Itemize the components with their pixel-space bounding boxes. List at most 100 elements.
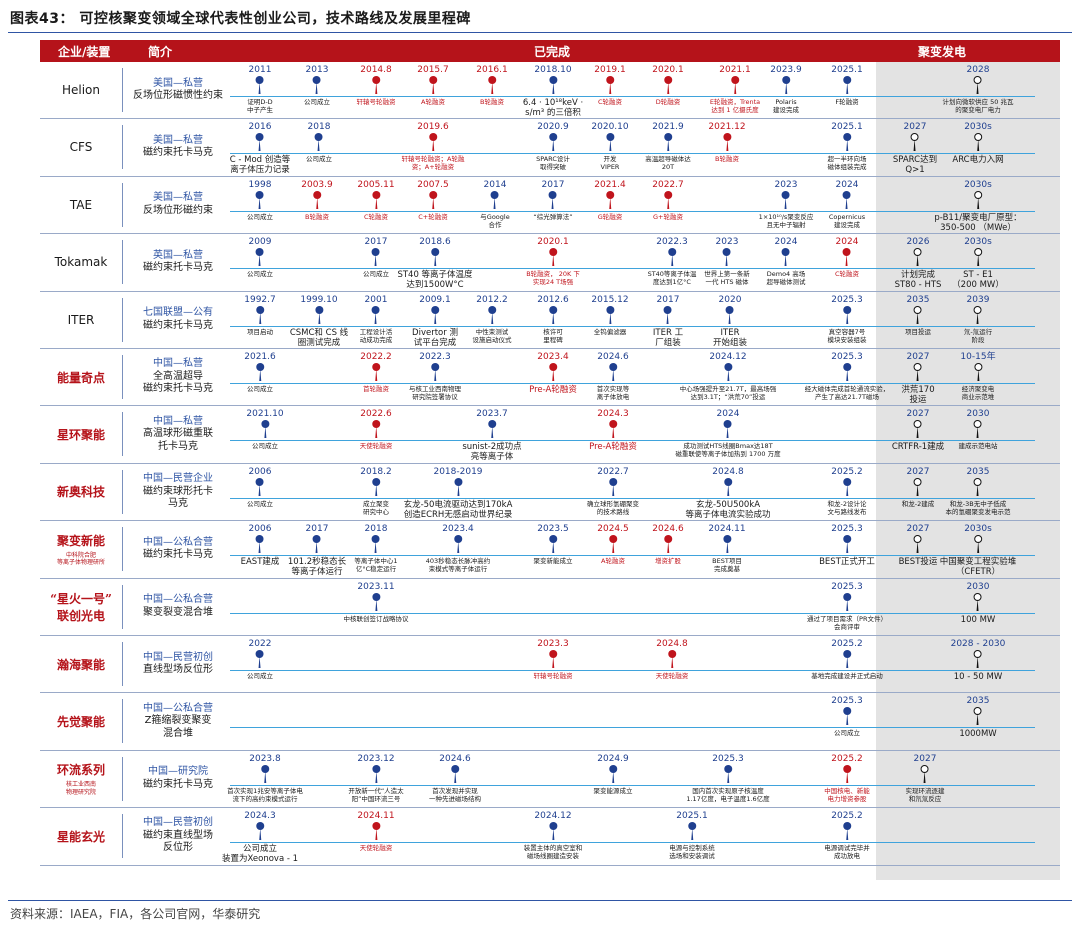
column-divider bbox=[122, 182, 123, 227]
milestone-date: 2020.1 bbox=[537, 237, 569, 248]
company-cell: Tokamak bbox=[40, 234, 122, 290]
company-intro: 七国联盟—公有 磁约束托卡马克 bbox=[128, 292, 228, 348]
milestone-date: 2024.3 bbox=[597, 409, 629, 420]
pin-icon bbox=[429, 133, 437, 152]
intro-ownership: 英国—私营 bbox=[153, 249, 203, 261]
milestone-marker: 2025.1 bbox=[831, 122, 863, 152]
pin-icon bbox=[431, 305, 439, 324]
power-milestone: 2030s bbox=[964, 122, 992, 152]
milestone-date: 2021.10 bbox=[246, 409, 284, 420]
milestone-date: 2022.6 bbox=[360, 409, 392, 420]
milestone-label: 中国核电、新能 电力增资参股 bbox=[824, 786, 870, 803]
header-done: 已完成 bbox=[534, 45, 571, 59]
milestone-marker: 2005.11 bbox=[357, 180, 395, 209]
company-intro: 中国—公私合营 磁约束托卡马克 bbox=[128, 521, 228, 577]
milestone-label: 全钨偏滤器 bbox=[593, 327, 627, 336]
milestone-marker: 2023.4 bbox=[537, 352, 569, 381]
milestone-marker: 2018 bbox=[307, 122, 331, 152]
milestone-marker: 2006 bbox=[249, 524, 271, 554]
company-cell: Helion bbox=[40, 62, 122, 118]
milestone-marker: 2023 bbox=[716, 237, 738, 267]
pin-icon bbox=[549, 363, 557, 381]
milestone-date: 2027 bbox=[906, 409, 930, 420]
pin-icon bbox=[668, 650, 676, 668]
intro-technology: 混合堆 bbox=[163, 727, 193, 739]
company-row: 聚变新能 中科院合肥 等离子体物理研所 中国—公私合营 磁约束托卡马克 2006 EAST… bbox=[0, 521, 1080, 579]
milestone-marker: 2013 bbox=[306, 65, 328, 94]
company-row: 先觉聚能 中国—公私合营 Z箍缩裂变聚变 混合堆 2025.3 公司成立 2035 1000M… bbox=[0, 693, 1080, 751]
milestone-label: ITER 工 厂组装 bbox=[652, 327, 684, 348]
milestone-date: 2024.12 bbox=[709, 352, 747, 362]
pin-icon bbox=[549, 76, 557, 94]
company-intro: 中国—私营 全高温超导 磁约束托卡马克 bbox=[128, 349, 228, 405]
intro-technology: Z箍缩裂变聚变 bbox=[144, 715, 212, 727]
milestone-marker: 2025.1 bbox=[676, 811, 708, 841]
milestone-label: 等离子体中心1 亿°C稳定运行 bbox=[354, 557, 398, 574]
power-milestone: 2028 - 2030 bbox=[951, 639, 1005, 668]
pin-icon bbox=[723, 535, 731, 554]
pin-icon bbox=[664, 190, 672, 209]
milestone-date: 2035 bbox=[966, 466, 990, 477]
milestone-label: 首轮融资 bbox=[363, 385, 389, 393]
pin-icon bbox=[372, 248, 380, 267]
milestone-label: 通过了项目需求（PR文件） 会商评审 bbox=[807, 614, 887, 631]
milestone-date: 2024.5 bbox=[597, 524, 629, 535]
milestone-date: 2017 bbox=[656, 294, 680, 305]
pin-icon bbox=[549, 133, 557, 152]
pin-icon bbox=[549, 190, 557, 209]
power-milestone: 2039 bbox=[967, 295, 989, 324]
milestone-marker: 2023.7 bbox=[476, 409, 508, 439]
timeline-axis bbox=[230, 210, 1035, 212]
milestone-marker: 2025.3 bbox=[831, 524, 863, 554]
milestone-marker: 2016.1 bbox=[476, 65, 508, 94]
pin-icon bbox=[974, 133, 982, 152]
milestone-marker: 2021.9 bbox=[652, 122, 684, 152]
pin-icon bbox=[256, 822, 264, 841]
pin-icon bbox=[609, 420, 617, 439]
milestone-date: 2030 bbox=[966, 581, 990, 592]
milestone-label: 国内首次实现原子核温度 1.17亿度，电子温度1.6亿度 bbox=[686, 786, 770, 803]
company-intro: 中国—民营企业 磁约束球形托卡 马克 bbox=[128, 464, 228, 520]
pin-icon bbox=[974, 535, 982, 554]
row-separator bbox=[40, 749, 1060, 751]
power-milestone: 2027 bbox=[907, 467, 929, 496]
pin-icon bbox=[315, 305, 323, 324]
pin-icon bbox=[726, 305, 734, 324]
pin-icon bbox=[974, 477, 982, 496]
milestone-date: 2024 bbox=[774, 237, 798, 248]
milestone-date: 2016.1 bbox=[476, 65, 508, 75]
milestone-date: 2014 bbox=[483, 179, 507, 190]
milestone-date: 2035 bbox=[966, 696, 990, 707]
milestone-date: 2021.1 bbox=[719, 65, 751, 75]
intro-ownership: 美国—私营 bbox=[153, 192, 203, 204]
pin-icon bbox=[782, 190, 790, 209]
milestone-date: 2025.2 bbox=[831, 639, 863, 649]
pin-icon bbox=[723, 133, 731, 152]
pin-icon bbox=[664, 305, 672, 324]
milestone-date: 2018 bbox=[307, 122, 331, 133]
milestone-marker: 1998 bbox=[249, 180, 271, 209]
milestone-date: 2024.11 bbox=[357, 811, 395, 822]
row-separator bbox=[40, 405, 1060, 407]
milestone-label: 成功测试HTS线圈Bmax达18T 磁重联使等离子体加热到 1700 万度 bbox=[675, 442, 781, 459]
milestone-date: 2030s bbox=[964, 122, 992, 133]
milestone-marker: 2021.10 bbox=[246, 409, 284, 439]
company-cell: 星能玄光 bbox=[40, 808, 122, 864]
milestone-label: 建成示范电站 bbox=[958, 442, 998, 451]
milestone-marker: 2018 bbox=[365, 524, 387, 554]
milestone-label: SPARC达到 Q>1 bbox=[892, 155, 938, 176]
pin-icon bbox=[372, 764, 380, 783]
pin-icon bbox=[256, 535, 264, 554]
milestone-marker: 2024.9 bbox=[597, 754, 629, 783]
milestone-marker: 2024.6 bbox=[439, 754, 471, 783]
pin-icon bbox=[261, 764, 269, 783]
intro-ownership: 中国—私营 bbox=[153, 415, 203, 427]
company-name: TAE bbox=[69, 197, 93, 212]
milestone-label: 公司成立 装置为Xeonova - 1 bbox=[221, 844, 299, 865]
intro-technology: 磁约束托卡马克 bbox=[143, 147, 213, 159]
milestone-date: 2023.5 bbox=[537, 524, 569, 535]
milestone-label: 超一半环向场 磁体组装完成 bbox=[827, 155, 867, 172]
milestone-date: 2012.6 bbox=[537, 294, 569, 305]
company-intro: 中国—私营 高温球形磁重联 托卡马克 bbox=[128, 406, 228, 462]
milestone-date: 2011 bbox=[248, 65, 272, 75]
